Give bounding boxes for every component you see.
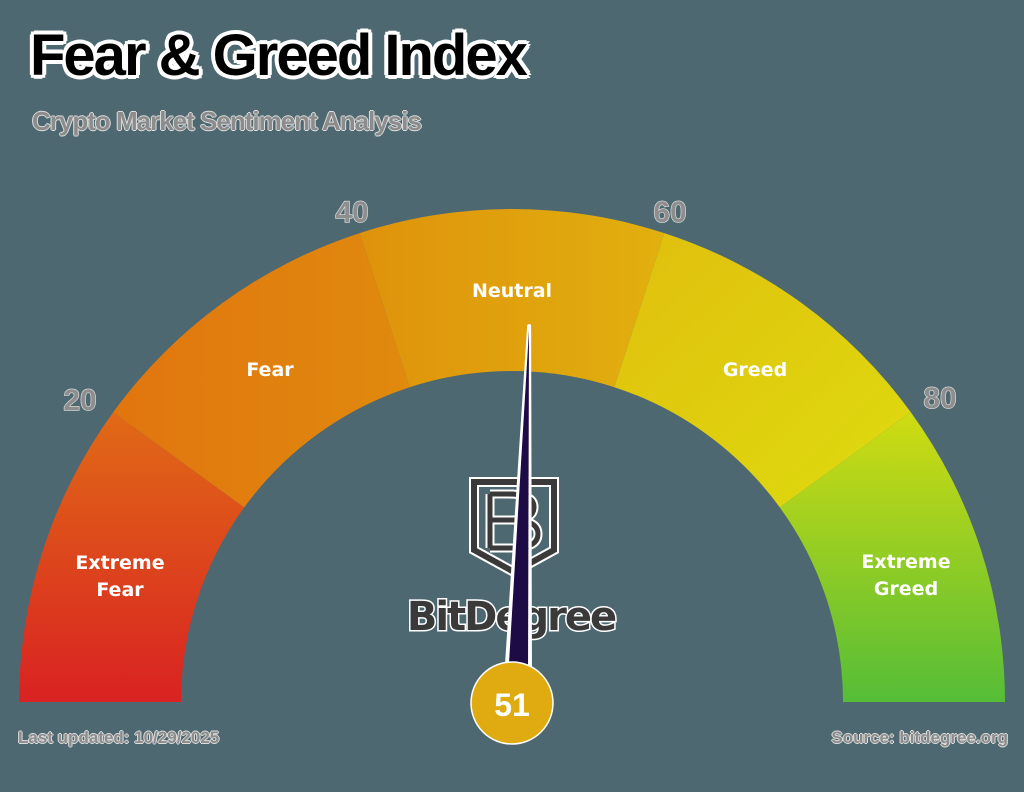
tick-40: 40 [335,196,368,229]
label-neutral: Neutral [472,280,552,302]
label-fear: Fear [246,359,294,381]
gauge-value: 51 [494,687,530,723]
last-updated: Last updated: 10/29/2025 [18,728,220,747]
segment-fear [113,233,410,508]
gauge-segments [19,208,1005,702]
label-greed: Greed [723,359,787,381]
label-extreme-fear-line1: Extreme [75,552,164,574]
tick-80: 80 [923,382,956,415]
label-extreme-fear-line2: Fear [96,579,144,601]
source-label: Source: bitdegree.org [831,728,1008,747]
label-extreme-greed-line1: Extreme [861,551,950,573]
segment-neutral [359,208,665,388]
bitdegree-shield-logo-icon [469,477,559,578]
segment-extreme-greed [779,412,1005,702]
page-subtitle: Crypto Market Sentiment Analysis [32,106,422,136]
page-title: Fear & Greed Index [30,23,528,88]
label-extreme-greed-line2: Greed [874,578,938,600]
segment-greed [614,233,911,508]
value-badge [470,661,554,745]
tick-20: 20 [63,384,96,417]
segment-extreme-fear [19,412,245,702]
tick-60: 60 [653,196,686,229]
